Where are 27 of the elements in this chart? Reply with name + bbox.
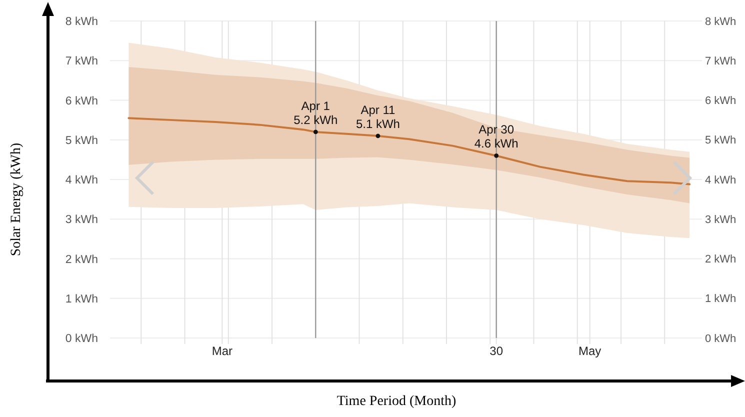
annotation: Apr 1 5.2 kWh — [294, 98, 338, 127]
y2-tick-label: 8 kWh — [705, 16, 736, 28]
y-tick-label: 8 kWh — [65, 16, 98, 28]
y2-tick-label: 1 kWh — [705, 293, 736, 306]
y-tick-label: 5 kWh — [65, 134, 98, 147]
y-tick-label: 2 kWh — [65, 254, 98, 266]
y-tick-label: 0 kWh — [65, 333, 98, 346]
y2-tick-label: 2 kWh — [705, 254, 736, 266]
y2-tick-label: 0 kWh — [705, 332, 736, 345]
y2-tick-label: 5 kWh — [705, 134, 736, 147]
y2-tick-label: 3 kWh — [705, 214, 736, 226]
x-tick-label: 30 — [490, 344, 504, 358]
x-tick-label: May — [578, 344, 602, 358]
annotation: Apr 11 5.1 kWh — [356, 102, 400, 131]
x-tick-label: Mar — [212, 344, 233, 358]
y-tick-label: 1 kWh — [65, 293, 98, 306]
y-tick-label: 7 kWh — [65, 56, 98, 68]
y2-tick-label: 4 kWh — [705, 174, 736, 186]
annotation: Apr 30 4.6 kWh — [474, 122, 518, 151]
y-tick-label: 4 kWh — [65, 174, 98, 187]
y2-tick-label: 7 kWh — [705, 55, 736, 68]
y-tick-label: 3 kWh — [65, 214, 98, 226]
line-series — [128, 117, 691, 186]
y2-tick-label: 6 kWh — [705, 95, 736, 108]
y-tick-label: 6 kWh — [65, 95, 98, 108]
x-axis-title: Time Period (Month) — [336, 394, 456, 409]
y-axis-title: Solar Energy (kWh) — [9, 142, 24, 256]
